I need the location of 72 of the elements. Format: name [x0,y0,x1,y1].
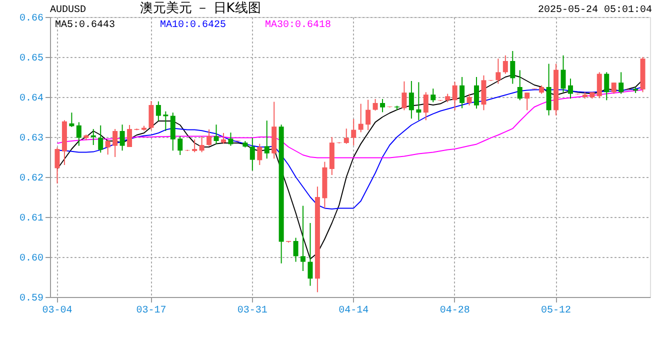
candlestick [308,222,313,286]
candlestick [98,124,104,154]
candlestick [206,128,212,146]
y-tick-label: 0.63 [19,134,44,144]
y-tick-label: 0.60 [19,254,44,264]
candlestick [604,72,610,101]
candlestick [618,72,624,94]
candlestick [163,110,168,132]
candlestick [257,143,262,166]
candlestick [611,82,616,94]
y-tick-label: 0.59 [19,294,44,304]
candlestick [300,205,306,272]
candlestick [423,92,428,121]
text: AUDUSD [50,5,86,16]
y-tick-label: 0.64 [19,94,44,104]
text: MA5:0.6443 [55,20,116,31]
candlestick [170,112,176,152]
candlestick [372,98,378,112]
candlestick [220,132,226,144]
candlestick [474,76,480,110]
candlestick [344,128,349,144]
candlestick [416,82,422,121]
text: MA30:0.6418 [265,20,332,31]
candlestick [148,100,154,130]
candlestick [76,122,82,146]
candlestick [120,124,125,152]
text: MA10:0.6425 [160,20,226,31]
y-tick-label: 0.65 [19,54,44,64]
candlestick [156,100,161,122]
x-tick-label: 03-17 [136,306,166,316]
candlestick [517,70,522,101]
x-tick-label: 04-28 [440,306,470,316]
candlestick [214,124,219,145]
candlestick [510,50,516,84]
x-tick-label: 03-31 [237,306,268,316]
candlestick [466,93,472,106]
candlestick [452,81,458,111]
candlestick [54,146,60,184]
candlestick [568,78,573,100]
candlestick [596,72,602,99]
x-tick-label: 05-12 [541,306,572,316]
candlestick [264,120,270,160]
candlestick [460,76,465,109]
candlestick [293,237,298,262]
candlestick [524,92,530,111]
candlestick [228,132,234,146]
candlestick [546,63,552,116]
y-tick-label: 0.61 [19,214,44,224]
chart-title: 澳元美元 － 日K线图 [140,0,261,16]
text: 2025-05-24 05:01:04 [538,5,652,16]
candlestick [380,98,386,113]
candlestick [178,136,183,156]
candlestick [127,124,132,148]
candlestick [430,88,436,103]
candlestick [90,128,96,146]
candlestick [358,103,364,133]
candlestick [496,58,501,84]
candlestick [402,80,407,111]
candlestick [199,136,204,153]
candlestick [250,137,255,172]
y-tick-label: 0.62 [19,174,44,184]
candlestick [366,99,371,131]
x-tick-label: 04-14 [338,306,369,316]
candlestick [105,139,110,156]
x-tick-label: 03-04 [42,306,72,316]
candlestick [408,80,414,120]
candlestick [502,54,508,74]
candlestick [351,118,356,146]
y-tick-label: 0.66 [19,14,44,24]
candlestick [560,54,566,93]
candlestick [112,128,118,158]
candlestick [192,138,198,153]
